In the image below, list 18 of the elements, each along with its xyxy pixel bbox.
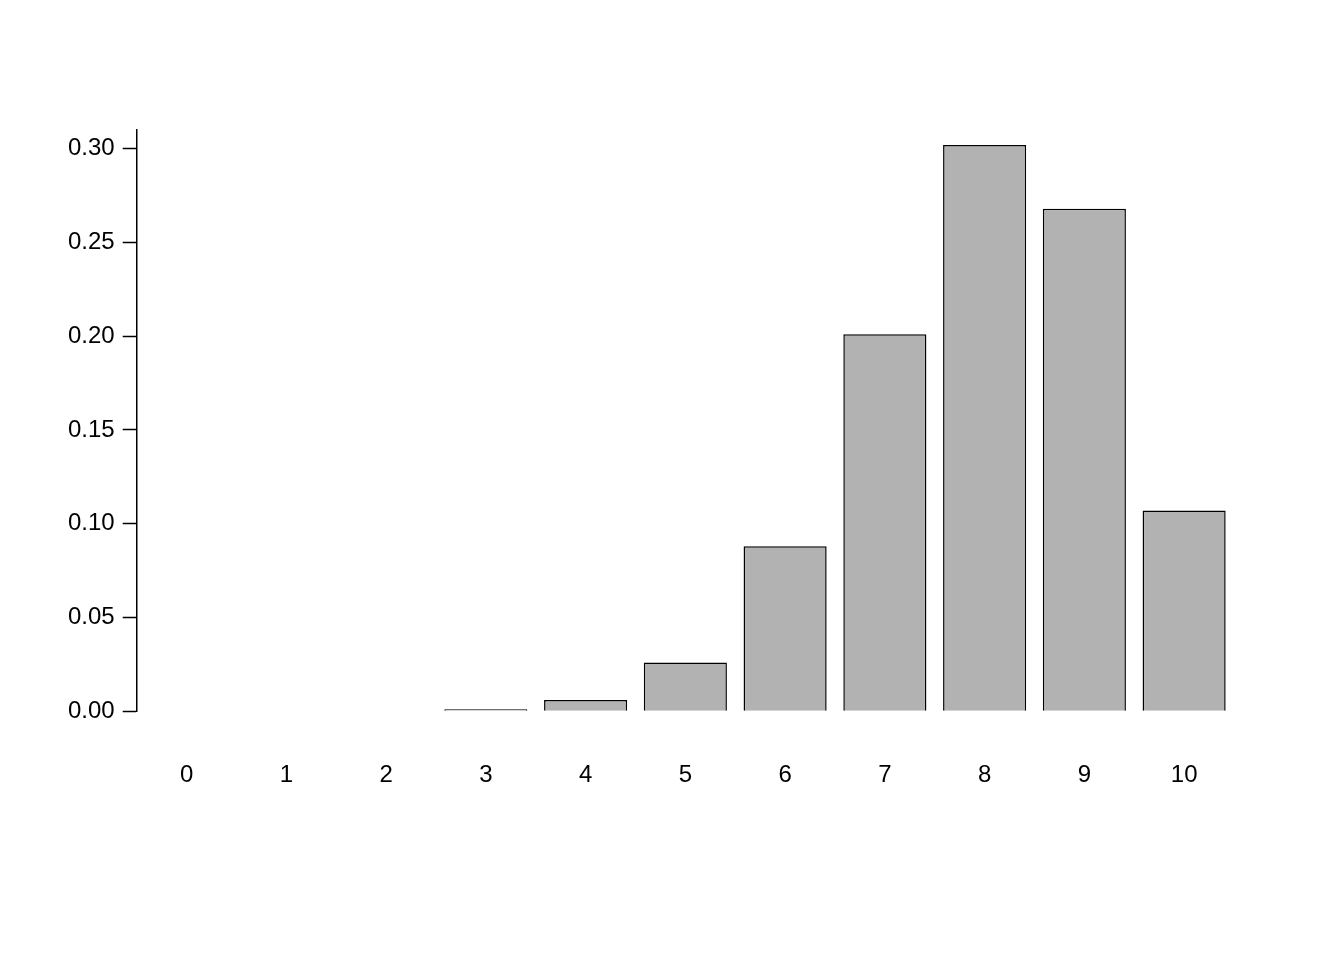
- y-tick-label: 0.25: [67, 227, 115, 255]
- x-tick-label: 0: [179, 760, 194, 788]
- y-tick-label: 0.30: [67, 133, 115, 161]
- y-tick-label: 0.20: [67, 320, 115, 348]
- x-tick-label: 1: [279, 760, 294, 788]
- x-tick-label: 6: [778, 760, 792, 788]
- x-tick-label: 8: [977, 760, 992, 788]
- y-tick-label: 0.05: [67, 602, 115, 630]
- x-tick-label: 10: [1170, 760, 1198, 788]
- x-tick-label: 4: [578, 760, 593, 788]
- x-tick-label: 3: [479, 760, 493, 788]
- x-tick-label: 7: [878, 760, 892, 788]
- x-tick-label: 5: [678, 760, 693, 788]
- y-tick-label: 0.00: [67, 695, 115, 723]
- x-tick-label: 2: [379, 760, 393, 788]
- y-tick-label: 0.15: [67, 414, 115, 442]
- y-tick-label: 0.10: [67, 508, 115, 536]
- x-tick-label: 9: [1077, 760, 1092, 788]
